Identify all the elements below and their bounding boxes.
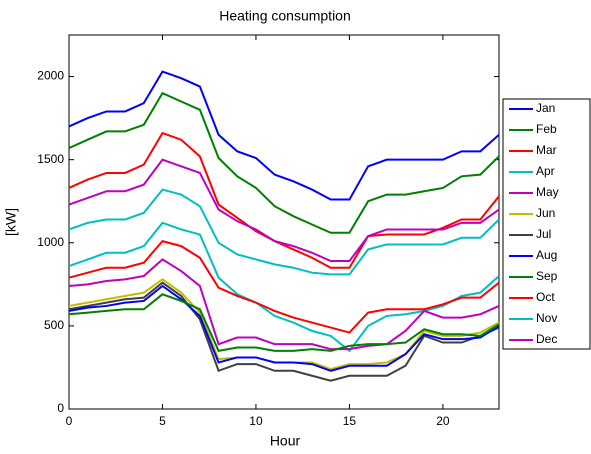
legend-label: Nov bbox=[536, 311, 557, 325]
y-tick-label: 500 bbox=[44, 318, 64, 332]
data-line bbox=[68, 70, 500, 201]
legend-label: Sep bbox=[536, 269, 558, 283]
legend-label: Jul bbox=[536, 227, 551, 241]
x-tick-label: 10 bbox=[249, 414, 263, 428]
y-tick-label: 0 bbox=[57, 401, 64, 415]
x-tick-label: 15 bbox=[343, 414, 357, 428]
chart-title: Heating consumption bbox=[219, 8, 351, 24]
data-line bbox=[68, 131, 500, 269]
x-tick-label: 20 bbox=[436, 414, 450, 428]
legend-label: Jan bbox=[536, 101, 555, 115]
data-line bbox=[68, 239, 500, 334]
legend-label: Jun bbox=[536, 206, 555, 220]
data-line bbox=[68, 221, 500, 353]
x-tick-label: 5 bbox=[159, 414, 166, 428]
data-line bbox=[68, 281, 500, 382]
data-line bbox=[68, 284, 500, 372]
x-axis-label: Hour bbox=[270, 433, 301, 449]
data-line bbox=[68, 293, 500, 352]
plot-area bbox=[68, 34, 500, 410]
data-line bbox=[68, 158, 500, 263]
legend-label: Oct bbox=[536, 290, 555, 304]
legend-label: Dec bbox=[536, 332, 557, 346]
y-tick-label: 1000 bbox=[37, 235, 64, 249]
data-line bbox=[68, 258, 500, 351]
data-line bbox=[68, 188, 500, 276]
legend-label: Mar bbox=[536, 143, 557, 157]
legend bbox=[502, 98, 591, 350]
y-axis-label: [kW] bbox=[3, 208, 19, 236]
legend-label: Aug bbox=[536, 248, 557, 262]
y-tick-label: 1500 bbox=[37, 152, 64, 166]
legend-label: Apr bbox=[536, 164, 555, 178]
x-tick-label: 0 bbox=[66, 414, 73, 428]
y-tick-label: 2000 bbox=[37, 69, 64, 83]
data-line bbox=[68, 91, 500, 234]
legend-label: Feb bbox=[536, 122, 557, 136]
legend-label: May bbox=[536, 185, 559, 199]
